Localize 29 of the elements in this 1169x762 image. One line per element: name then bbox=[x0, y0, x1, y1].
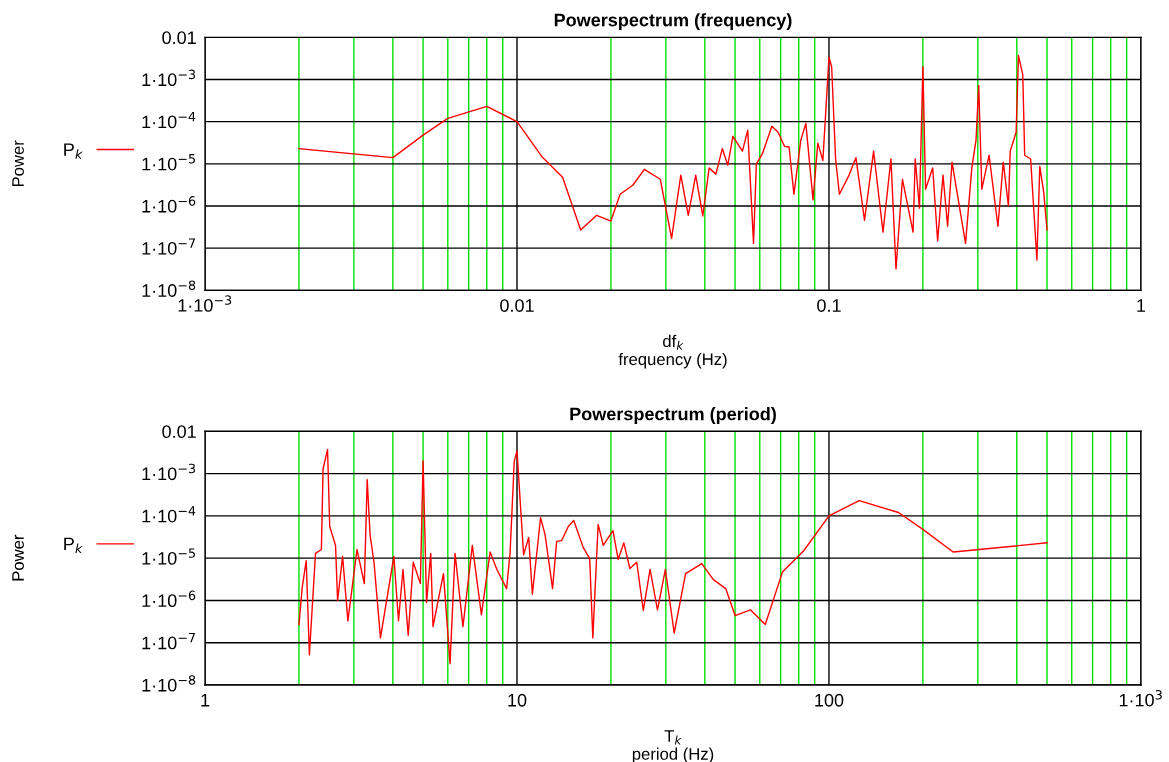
x-tick-label: 100 bbox=[815, 693, 844, 707]
y-tick-label: 1·10$^{−3}$ bbox=[142, 463, 196, 481]
y-tick-label: 0.01 bbox=[162, 31, 196, 45]
legend-label: P$_{k}$ bbox=[64, 537, 83, 554]
x-tick-label: 1 bbox=[201, 694, 210, 707]
x-tick-label: 1·10$^{3}$ bbox=[1119, 690, 1162, 707]
y-tick-label: 1·10$^{−6}$ bbox=[142, 196, 196, 213]
x-tick-label: 0.01 bbox=[500, 299, 534, 312]
y-tick-label: 1·10$^{−6}$ bbox=[142, 590, 196, 608]
legend-label: P$_{k}$ bbox=[64, 143, 83, 159]
x-axis-title: df$_{k}$ frequency (Hz) bbox=[618, 334, 727, 369]
y-axis-title: Power bbox=[12, 534, 24, 581]
x-tick-label: 10 bbox=[508, 693, 527, 707]
chart-title: Powerspectrum (period) bbox=[570, 407, 776, 424]
y-tick-label: 1·10$^{−3}$ bbox=[142, 69, 196, 87]
chart-title: Powerspectrum (frequency) bbox=[554, 13, 792, 30]
y-tick-label: 0.01 bbox=[162, 425, 196, 439]
y-tick-label: 1·10$^{−5}$ bbox=[142, 548, 195, 565]
y-tick-label: 1·10$^{−5}$ bbox=[142, 154, 195, 171]
y-axis-title: Power bbox=[12, 140, 24, 187]
x-tick-label: 1 bbox=[1137, 299, 1146, 312]
y-tick-label: 1·10$^{−7}$ bbox=[142, 238, 195, 255]
y-tick-label: 1·10$^{−4}$ bbox=[142, 506, 196, 523]
x-tick-label: 1·10$^{−3}$ bbox=[178, 295, 232, 312]
y-tick-label: 1·10$^{−4}$ bbox=[142, 111, 196, 129]
x-tick-label: 0.1 bbox=[817, 299, 841, 312]
y-tick-label: 1·10$^{−7}$ bbox=[142, 633, 195, 650]
y-tick-label: 1·10$^{−8}$ bbox=[142, 280, 196, 297]
y-tick-label: 1·10$^{−8}$ bbox=[142, 675, 196, 692]
